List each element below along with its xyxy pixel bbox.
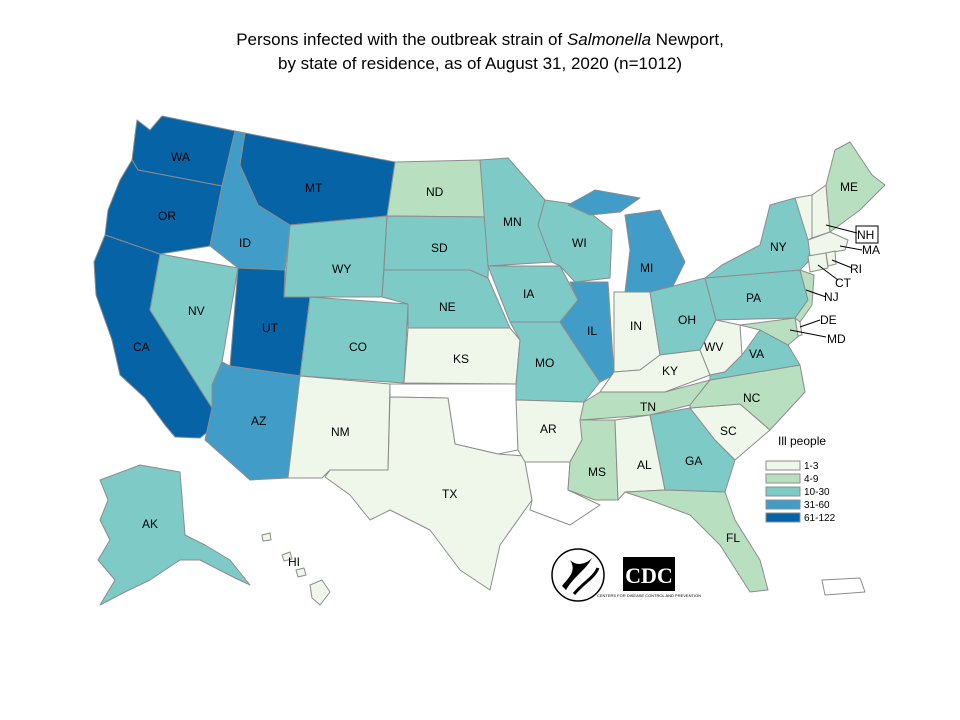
state-label-ny: NY: [770, 240, 787, 254]
state-label-ca: CA: [133, 340, 150, 354]
state-label-wa: WA: [171, 150, 190, 164]
legend-label-2: 10-30: [804, 487, 830, 498]
state-nc[interactable]: [689, 364, 806, 431]
state-label-pa: PA: [746, 291, 761, 305]
state-label-ar: AR: [540, 422, 557, 436]
state-label-md: MD: [827, 332, 846, 346]
legend-swatch-4: [765, 512, 801, 523]
legend: Ill people 1-3 4-9 10-30 31-60 61-122: [765, 434, 836, 524]
state-mi-upper[interactable]: [567, 189, 641, 216]
state-label-hi: HI: [288, 555, 300, 569]
legend-title: Ill people: [778, 434, 826, 448]
title-line1-italic: Salmonella: [566, 30, 652, 49]
state-hi[interactable]: [261, 532, 331, 606]
state-label-nc: NC: [743, 391, 761, 405]
state-tx[interactable]: [324, 396, 533, 591]
state-label-ga: GA: [685, 454, 702, 468]
hhs-logo: [551, 548, 605, 602]
state-label-me: ME: [840, 180, 858, 194]
state-label-va: VA: [749, 347, 764, 361]
leader-lines: [789, 224, 863, 338]
state-fl[interactable]: [624, 489, 769, 593]
cdc-logo-text: CDC: [625, 563, 673, 588]
state-label-or: OR: [158, 209, 176, 223]
state-label-mn: MN: [503, 215, 522, 229]
state-label-id: ID: [239, 236, 251, 250]
state-label-sc: SC: [720, 424, 737, 438]
state-label-ks: KS: [453, 352, 469, 366]
state-label-in: IN: [630, 319, 642, 333]
legend-swatch-2: [765, 486, 801, 497]
legend-label-1: 4-9: [804, 474, 819, 485]
cdc-logo-small: CENTERS FOR DISEASE CONTROL AND PREVENTI…: [597, 593, 701, 598]
state-mi[interactable]: [624, 209, 686, 293]
state-me[interactable]: [825, 141, 886, 233]
state-label-ak: AK: [142, 517, 158, 531]
state-label-wi: WI: [572, 236, 587, 250]
state-label-az: AZ: [251, 414, 266, 428]
map-title: Persons infected with the outbreak strai…: [0, 28, 960, 76]
state-label-oh: OH: [678, 313, 696, 327]
state-label-mo: MO: [535, 356, 554, 370]
state-label-de: DE: [820, 313, 837, 327]
state-label-ct: CT: [835, 276, 852, 290]
state-label-al: AL: [637, 458, 652, 472]
title-line1-prefix: Persons infected with the outbreak strai…: [236, 30, 567, 49]
state-label-ma: MA: [862, 243, 880, 257]
state-ct[interactable]: [807, 252, 829, 273]
state-label-ky: KY: [662, 364, 678, 378]
state-label-ne: NE: [439, 300, 456, 314]
state-label-wv: WV: [704, 340, 723, 354]
state-pr[interactable]: [821, 577, 866, 596]
title-line2: by state of residence, as of August 31, …: [277, 54, 683, 73]
state-label-il: IL: [587, 324, 597, 338]
cdc-logo: CDC CENTERS FOR DISEASE CONTROL AND PREV…: [597, 557, 701, 598]
state-ma[interactable]: [807, 231, 849, 257]
state-md[interactable]: [739, 317, 801, 346]
state-label-ms: MS: [588, 465, 606, 479]
state-label-sd: SD: [431, 241, 448, 255]
state-label-mi: MI: [640, 261, 653, 275]
state-ri[interactable]: [825, 250, 837, 267]
state-label-mt: MT: [305, 181, 323, 195]
state-ak[interactable]: [97, 464, 251, 606]
legend-label-0: 1-3: [804, 461, 819, 472]
state-il[interactable]: [559, 281, 615, 383]
state-label-nj: NJ: [824, 290, 839, 304]
state-label-ia: IA: [523, 287, 534, 301]
state-wy[interactable]: [283, 215, 388, 298]
state-label-nv: NV: [188, 304, 205, 318]
state-label-wy: WY: [332, 262, 351, 276]
legend-swatch-3: [765, 499, 801, 510]
state-label-ri: RI: [850, 262, 862, 276]
nh-label-box: [855, 225, 879, 244]
state-label-tx: TX: [442, 487, 457, 501]
state-label-ut: UT: [262, 321, 279, 335]
state-label-nm: NM: [331, 425, 350, 439]
state-label-co: CO: [349, 340, 367, 354]
legend-label-4: 61-122: [804, 513, 836, 524]
legend-label-3: 31-60: [804, 500, 830, 511]
state-label-tn: TN: [640, 400, 656, 414]
legend-swatch-0: [765, 460, 801, 471]
state-label-fl: FL: [726, 531, 740, 545]
state-ny[interactable]: [704, 197, 813, 279]
legend-swatch-1: [765, 473, 801, 484]
state-label-nh: NH: [857, 228, 874, 242]
title-line1-suffix: Newport,: [651, 30, 724, 49]
state-label-nd: ND: [426, 185, 444, 199]
